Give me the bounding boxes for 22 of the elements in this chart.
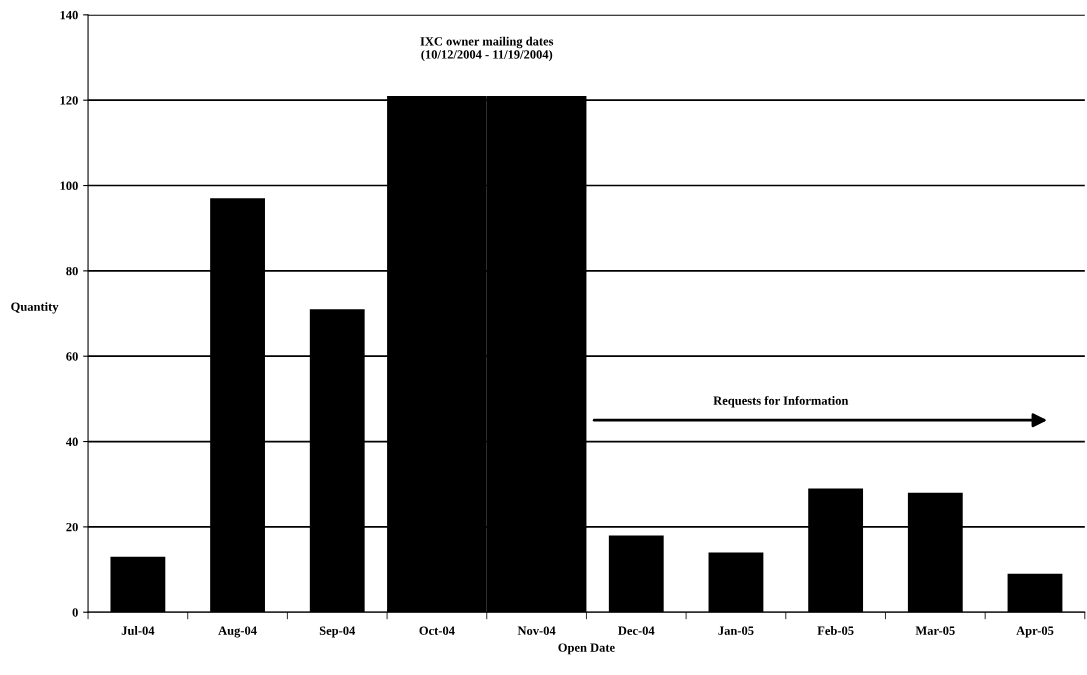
x-tick-label: Dec-04 bbox=[618, 626, 655, 635]
y-tick-label: 100 bbox=[60, 181, 78, 190]
y-tick-label: 80 bbox=[66, 266, 78, 276]
y-tick-label: 120 bbox=[60, 96, 78, 105]
y-axis-title: Quantity bbox=[11, 302, 59, 314]
x-tick-label: Oct-04 bbox=[419, 626, 455, 635]
y-tick-label: 60 bbox=[66, 352, 78, 361]
y-tick-label: 20 bbox=[66, 522, 78, 532]
x-axis-title: Open Date bbox=[558, 643, 615, 655]
x-tick-label: Sep-04 bbox=[319, 626, 356, 638]
y-tick-label: 140 bbox=[60, 10, 78, 20]
annotation: IXC owner mailing dates (10/12/2004 - 11/19/2004) bbox=[420, 36, 554, 62]
x-tick-label: Mar-05 bbox=[915, 626, 955, 635]
annotation: Requests for Information bbox=[713, 395, 849, 408]
x-tick-label: Jul-04 bbox=[121, 626, 155, 635]
x-tick-label: Apr-05 bbox=[1016, 626, 1054, 638]
x-tick-label: Jan-05 bbox=[718, 626, 754, 635]
x-tick-label: Nov-04 bbox=[517, 626, 556, 635]
x-tick-label: Aug-04 bbox=[218, 626, 257, 638]
y-tick-label: 0 bbox=[72, 608, 78, 617]
y-tick-label: 40 bbox=[66, 437, 78, 447]
x-tick-label: Feb-05 bbox=[817, 626, 854, 635]
